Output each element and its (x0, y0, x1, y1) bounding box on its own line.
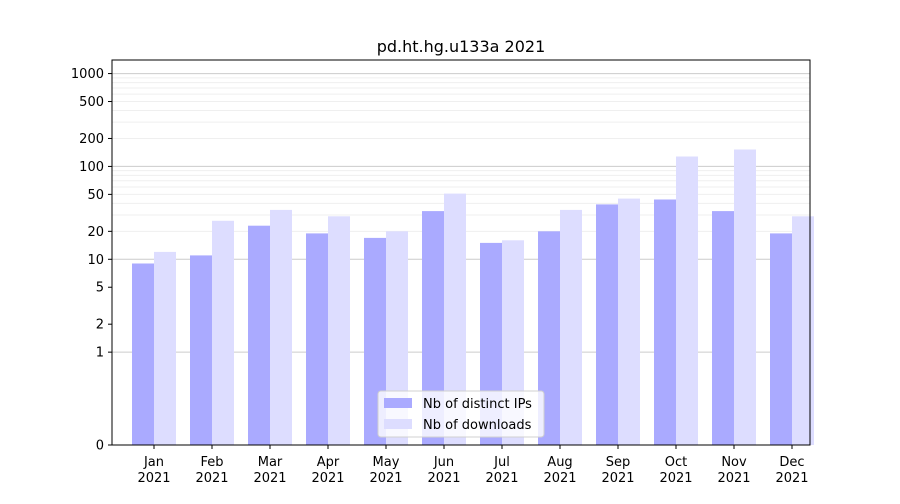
bar (328, 216, 350, 445)
y-tick-label: 50 (87, 188, 104, 203)
x-tick-label-year: 2021 (137, 471, 170, 486)
bar (422, 211, 444, 445)
legend-label: Nb of distinct IPs (423, 397, 532, 412)
x-tick-label-year: 2021 (601, 471, 634, 486)
bar (712, 211, 734, 445)
x-tick-label-year: 2021 (195, 471, 228, 486)
x-tick-label-year: 2021 (775, 471, 808, 486)
bar (190, 255, 212, 445)
legend-swatch (384, 398, 412, 408)
x-tick-label-year: 2021 (717, 471, 750, 486)
bar (676, 156, 698, 445)
y-tick-label: 1000 (71, 67, 104, 82)
bar (444, 193, 466, 445)
y-tick-label: 100 (79, 160, 104, 175)
y-tick-label: 2 (96, 318, 104, 333)
bar (792, 216, 814, 445)
x-tick-label-year: 2021 (427, 471, 460, 486)
y-tick-label: 0 (96, 439, 104, 454)
x-tick-label-month: Apr (317, 455, 340, 470)
bar (154, 251, 176, 445)
x-tick-label-month: Sep (606, 455, 631, 470)
bar (270, 209, 292, 445)
x-tick-label-month: Jun (433, 455, 454, 470)
x-tick-label-month: Nov (721, 455, 747, 470)
y-tick-label: 1 (96, 346, 104, 361)
bar (596, 204, 618, 445)
x-tick-label-year: 2021 (485, 471, 518, 486)
bar (306, 233, 328, 445)
bar (770, 233, 792, 445)
bar (212, 220, 234, 445)
x-tick-label-month: Feb (200, 455, 223, 470)
bar (248, 225, 270, 445)
y-tick-label: 200 (79, 132, 104, 147)
x-tick-label-month: Dec (779, 455, 804, 470)
chart-title: pd.ht.hg.u133a 2021 (377, 37, 546, 56)
bar (654, 199, 676, 445)
x-tick-label-year: 2021 (311, 471, 344, 486)
legend-box (377, 390, 545, 438)
x-tick-label-month: Mar (258, 455, 283, 470)
x-tick-label-year: 2021 (369, 471, 402, 486)
y-tick-label: 10 (87, 253, 104, 268)
ticks-layer: Jan2021Feb2021Mar2021Apr2021May2021Jun20… (71, 67, 809, 486)
bar (618, 198, 640, 445)
x-tick-label-month: May (373, 455, 400, 470)
x-tick-label-year: 2021 (253, 471, 286, 486)
bar (132, 263, 154, 445)
legend: Nb of distinct IPs Nb of downloads (377, 390, 545, 438)
x-tick-label-year: 2021 (543, 471, 576, 486)
y-tick-label: 5 (96, 281, 104, 296)
legend-swatch (384, 419, 412, 429)
y-tick-label: 500 (79, 95, 104, 110)
bar (734, 149, 756, 445)
bar (560, 209, 582, 445)
plot-frame (111, 59, 811, 446)
x-tick-label-year: 2021 (659, 471, 692, 486)
y-tick-label: 20 (87, 225, 104, 240)
legend-label: Nb of downloads (423, 418, 532, 433)
x-tick-label-month: Oct (665, 455, 687, 470)
x-tick-label-month: Jan (143, 455, 164, 470)
x-tick-label-month: Aug (547, 455, 572, 470)
x-tick-label-month: Jul (493, 455, 510, 470)
